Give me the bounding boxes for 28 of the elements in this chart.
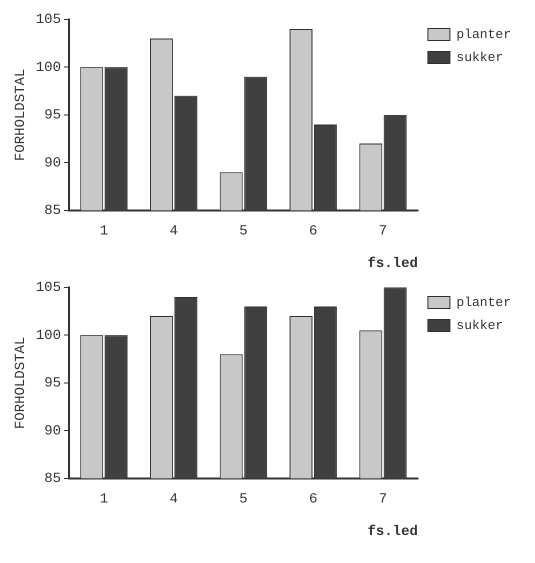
x-tick-label: 7 <box>378 492 388 508</box>
y-tick-label: 95 <box>44 108 62 124</box>
y-tick-label: 85 <box>44 203 62 220</box>
y-tick-label: 105 <box>36 280 62 296</box>
y-tick-label: 100 <box>36 328 62 344</box>
x-tick-label: 5 <box>239 492 248 508</box>
x-tick-label: 4 <box>169 492 178 508</box>
y-tick-label: 85 <box>44 471 62 488</box>
x-axis-title: fs.led <box>367 524 418 540</box>
y-axis-title: FORHOLDSTAL <box>13 68 30 162</box>
y-tick-label: 95 <box>44 376 62 392</box>
x-tick-label: 1 <box>100 492 108 508</box>
legend-label: planter <box>456 26 511 42</box>
x-tick-label: 5 <box>239 224 248 240</box>
legend-label: sukker <box>456 318 504 333</box>
x-tick-label: 6 <box>309 492 318 508</box>
legend-label: planter <box>456 294 511 310</box>
y-axis-title: FORHOLDSTAL <box>13 336 30 430</box>
y-tick-label: 90 <box>44 155 62 172</box>
x-tick-label: 1 <box>100 224 108 240</box>
legend-label: sukker <box>456 50 504 65</box>
y-tick-label: 100 <box>36 60 62 76</box>
y-tick-label: 105 <box>36 12 62 28</box>
x-tick-label: 4 <box>169 224 178 240</box>
x-tick-label: 6 <box>309 224 318 240</box>
x-axis-title: fs.led <box>367 256 418 272</box>
x-tick-label: 7 <box>378 224 388 240</box>
y-tick-label: 90 <box>44 423 62 440</box>
